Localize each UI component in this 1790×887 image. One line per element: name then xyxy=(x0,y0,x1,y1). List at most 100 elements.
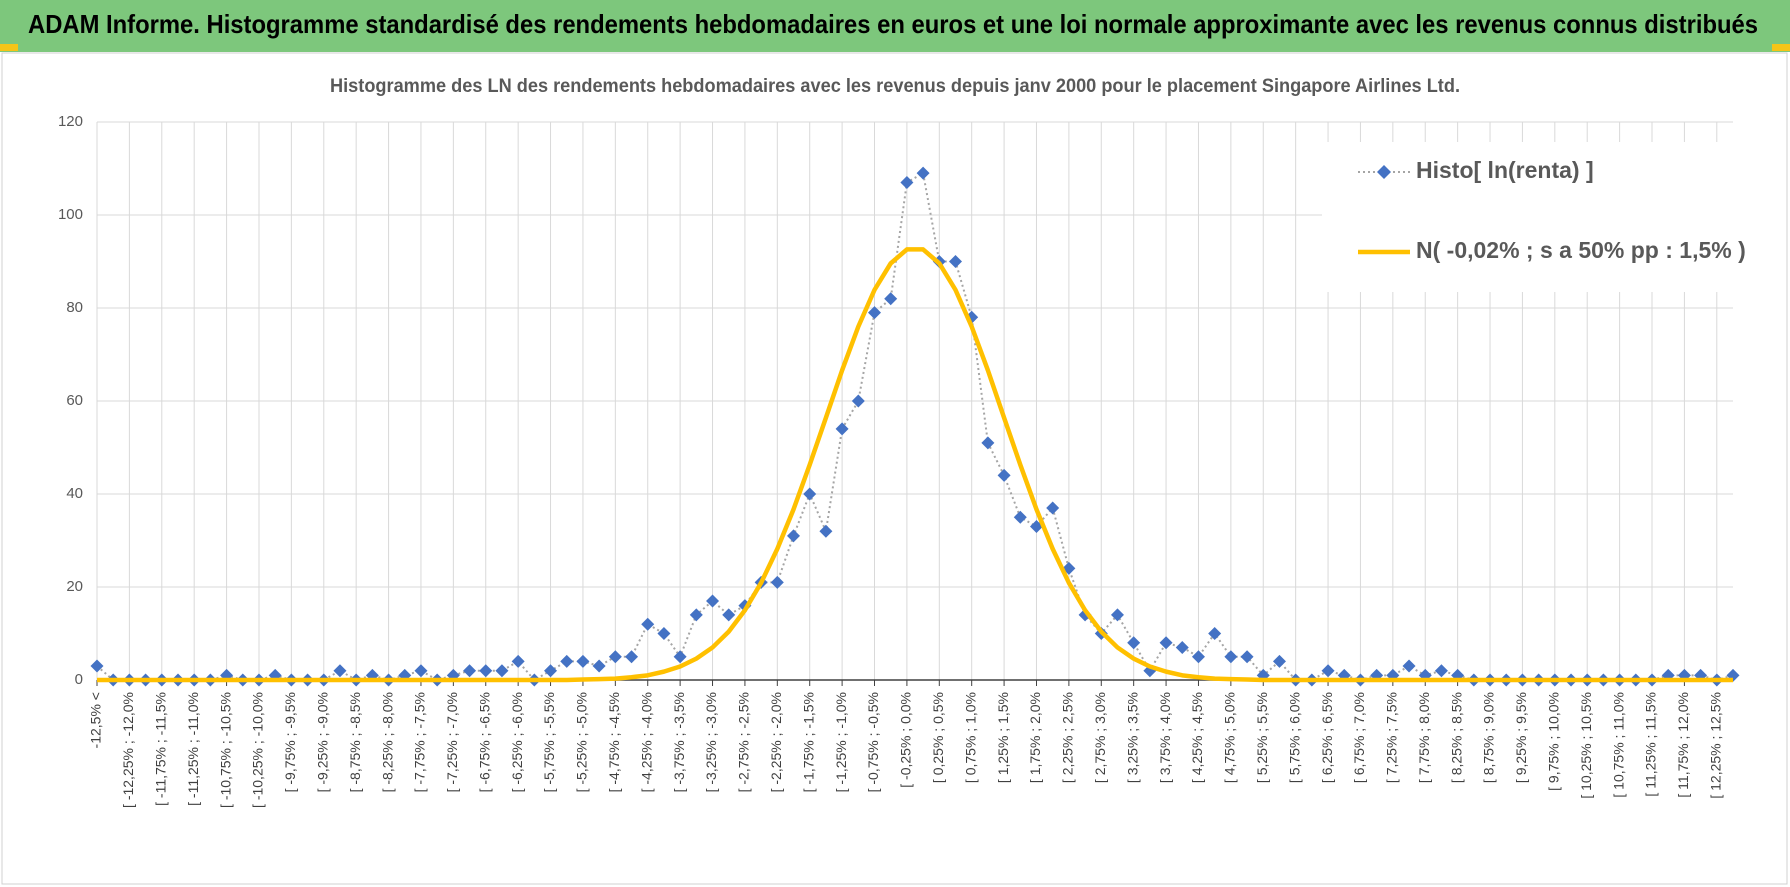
x-tick-label: [ 0,75% ; 1,0% xyxy=(962,692,978,783)
data-point xyxy=(997,468,1011,482)
x-tick-label: [ -9,25% ; -9,0% xyxy=(314,692,330,792)
x-tick-label: [ -10,75% ; -10,5% xyxy=(217,692,233,808)
x-tick-label: [ -1,75% ; -1,5% xyxy=(800,692,816,792)
x-tick-label: [ 11,25% ; 11,5% xyxy=(1643,692,1659,797)
data-point xyxy=(511,654,525,668)
legend-box xyxy=(1322,142,1742,292)
legend-label: N( -0,02% ; s a 50% pp : 1,5% ) xyxy=(1416,237,1746,263)
data-point xyxy=(868,306,882,320)
x-tick-label: [ 9,75% ; 10,0% xyxy=(1546,692,1562,791)
x-tick-label: [ 12,25% ; 12,5% xyxy=(1708,692,1724,799)
y-tick-label: 120 xyxy=(58,113,83,130)
x-tick-label: [ 1,25% ; 1,5% xyxy=(995,692,1011,783)
x-tick-label: [ -11,25% ; -11,0% xyxy=(185,692,201,806)
x-tick-label: [ -8,25% ; -8,0% xyxy=(379,692,395,792)
x-tick-label: [ -6,25% ; -6,0% xyxy=(509,692,525,792)
data-point xyxy=(657,627,671,640)
x-tick-label: [ -4,75% ; -4,5% xyxy=(606,692,622,792)
x-tick-label: [ 4,75% ; 5,0% xyxy=(1222,692,1238,783)
data-point xyxy=(835,422,849,436)
x-tick-label: [ 2,75% ; 3,0% xyxy=(1092,692,1108,783)
y-tick-label: 0 xyxy=(75,671,83,688)
data-point xyxy=(1191,650,1205,664)
y-tick-label: 100 xyxy=(58,206,83,223)
header-accent xyxy=(1772,44,1790,51)
header-accent xyxy=(0,44,18,51)
data-point xyxy=(1175,640,1189,654)
data-point xyxy=(641,617,655,631)
data-point xyxy=(673,650,687,664)
x-tick-label: [ -9,75% ; -9,5% xyxy=(282,692,298,792)
x-tick-label: [ -12,25% ; -12,0% xyxy=(120,692,136,808)
chart-border xyxy=(1,52,1788,885)
x-tick-label: [ 4,25% ; 4,5% xyxy=(1189,692,1205,783)
x-tick-label: [ 10,75% ; 11,0% xyxy=(1610,692,1626,798)
data-point xyxy=(1434,664,1448,678)
data-point xyxy=(495,664,509,678)
data-point xyxy=(803,487,817,501)
x-tick-label: [ -5,75% ; -5,5% xyxy=(541,692,557,792)
data-point xyxy=(625,650,639,664)
data-point xyxy=(592,659,606,673)
x-tick-label: [ -7,75% ; -7,5% xyxy=(412,692,428,792)
x-tick-label: -12,5% < xyxy=(88,692,104,748)
x-tick-label: [ 2,25% ; 2,5% xyxy=(1060,692,1076,783)
x-tick-label: [ 0,25% ; 0,5% xyxy=(930,692,946,783)
data-point xyxy=(689,608,703,622)
data-point xyxy=(884,292,898,306)
data-point xyxy=(90,659,104,673)
data-point xyxy=(544,664,558,678)
x-tick-label: [ -10,25% ; -10,0% xyxy=(250,692,266,808)
data-point xyxy=(981,436,995,450)
data-point xyxy=(576,654,590,668)
data-point xyxy=(1046,501,1060,515)
x-tick-label: [ -3,75% ; -3,5% xyxy=(671,692,687,792)
data-point xyxy=(948,255,962,268)
data-point xyxy=(333,664,347,678)
x-tick-label: [ 5,25% ; 5,5% xyxy=(1254,692,1270,783)
x-tick-label: [ -7,25% ; -7,0% xyxy=(444,692,460,792)
data-point xyxy=(770,575,784,589)
y-tick-label: 40 xyxy=(66,485,83,502)
y-tick-label: 60 xyxy=(66,392,83,409)
chart-title: Histogramme des LN des rendements hebdom… xyxy=(330,76,1460,97)
x-tick-label: [ -8,75% ; -8,5% xyxy=(347,692,363,792)
x-tick-label: [ -5,25% ; -5,0% xyxy=(574,692,590,792)
legend-label: Histo[ ln(renta) ] xyxy=(1416,157,1594,183)
x-tick-label: [ 11,75% ; 12,0% xyxy=(1675,692,1691,798)
x-tick-label: [ 6,75% ; 7,0% xyxy=(1351,692,1367,783)
x-tick-label: [ 8,75% ; 9,0% xyxy=(1481,692,1497,783)
series-line xyxy=(97,247,1733,683)
data-point xyxy=(916,166,930,180)
x-tick-label: [ -0,75% ; -0,5% xyxy=(865,692,881,792)
x-tick-label: [ -2,25% ; -2,0% xyxy=(768,692,784,792)
data-point xyxy=(1321,664,1335,678)
x-tick-label: [ -4,25% ; -4,0% xyxy=(638,692,654,792)
y-tick-label: 80 xyxy=(66,299,83,316)
x-tick-label: [ -2,75% ; -2,5% xyxy=(736,692,752,792)
header-band xyxy=(0,0,1790,52)
data-point xyxy=(1224,650,1238,664)
x-tick-label: [ -3,25% ; -3,0% xyxy=(703,692,719,792)
x-tick-label: [ 7,75% ; 8,0% xyxy=(1416,692,1432,783)
data-point xyxy=(900,175,914,189)
data-point xyxy=(1272,654,1286,668)
data-point xyxy=(1029,520,1043,534)
legend-marker xyxy=(1377,165,1391,179)
x-tick-label: [ 3,75% ; 4,0% xyxy=(1157,692,1173,783)
data-point xyxy=(1013,510,1027,524)
x-tick-label: [ 6,25% ; 6,5% xyxy=(1319,692,1335,783)
header-title: ADAM Informe. Histogramme standardisé de… xyxy=(28,9,1758,39)
y-tick-label: 20 xyxy=(66,578,83,595)
x-tick-label: [ -1,25% ; -1,0% xyxy=(833,692,849,792)
data-point xyxy=(1127,636,1141,650)
data-point xyxy=(1159,636,1173,650)
data-point xyxy=(1110,608,1124,622)
data-point xyxy=(706,594,720,608)
x-tick-label: [ -11,75% ; -11,5% xyxy=(152,692,168,806)
x-tick-label: [ 1,75% ; 2,0% xyxy=(1027,692,1043,783)
x-tick-label: [ 3,25% ; 3,5% xyxy=(1124,692,1140,783)
x-tick-label: [ -6,75% ; -6,5% xyxy=(476,692,492,792)
data-point xyxy=(608,650,622,664)
